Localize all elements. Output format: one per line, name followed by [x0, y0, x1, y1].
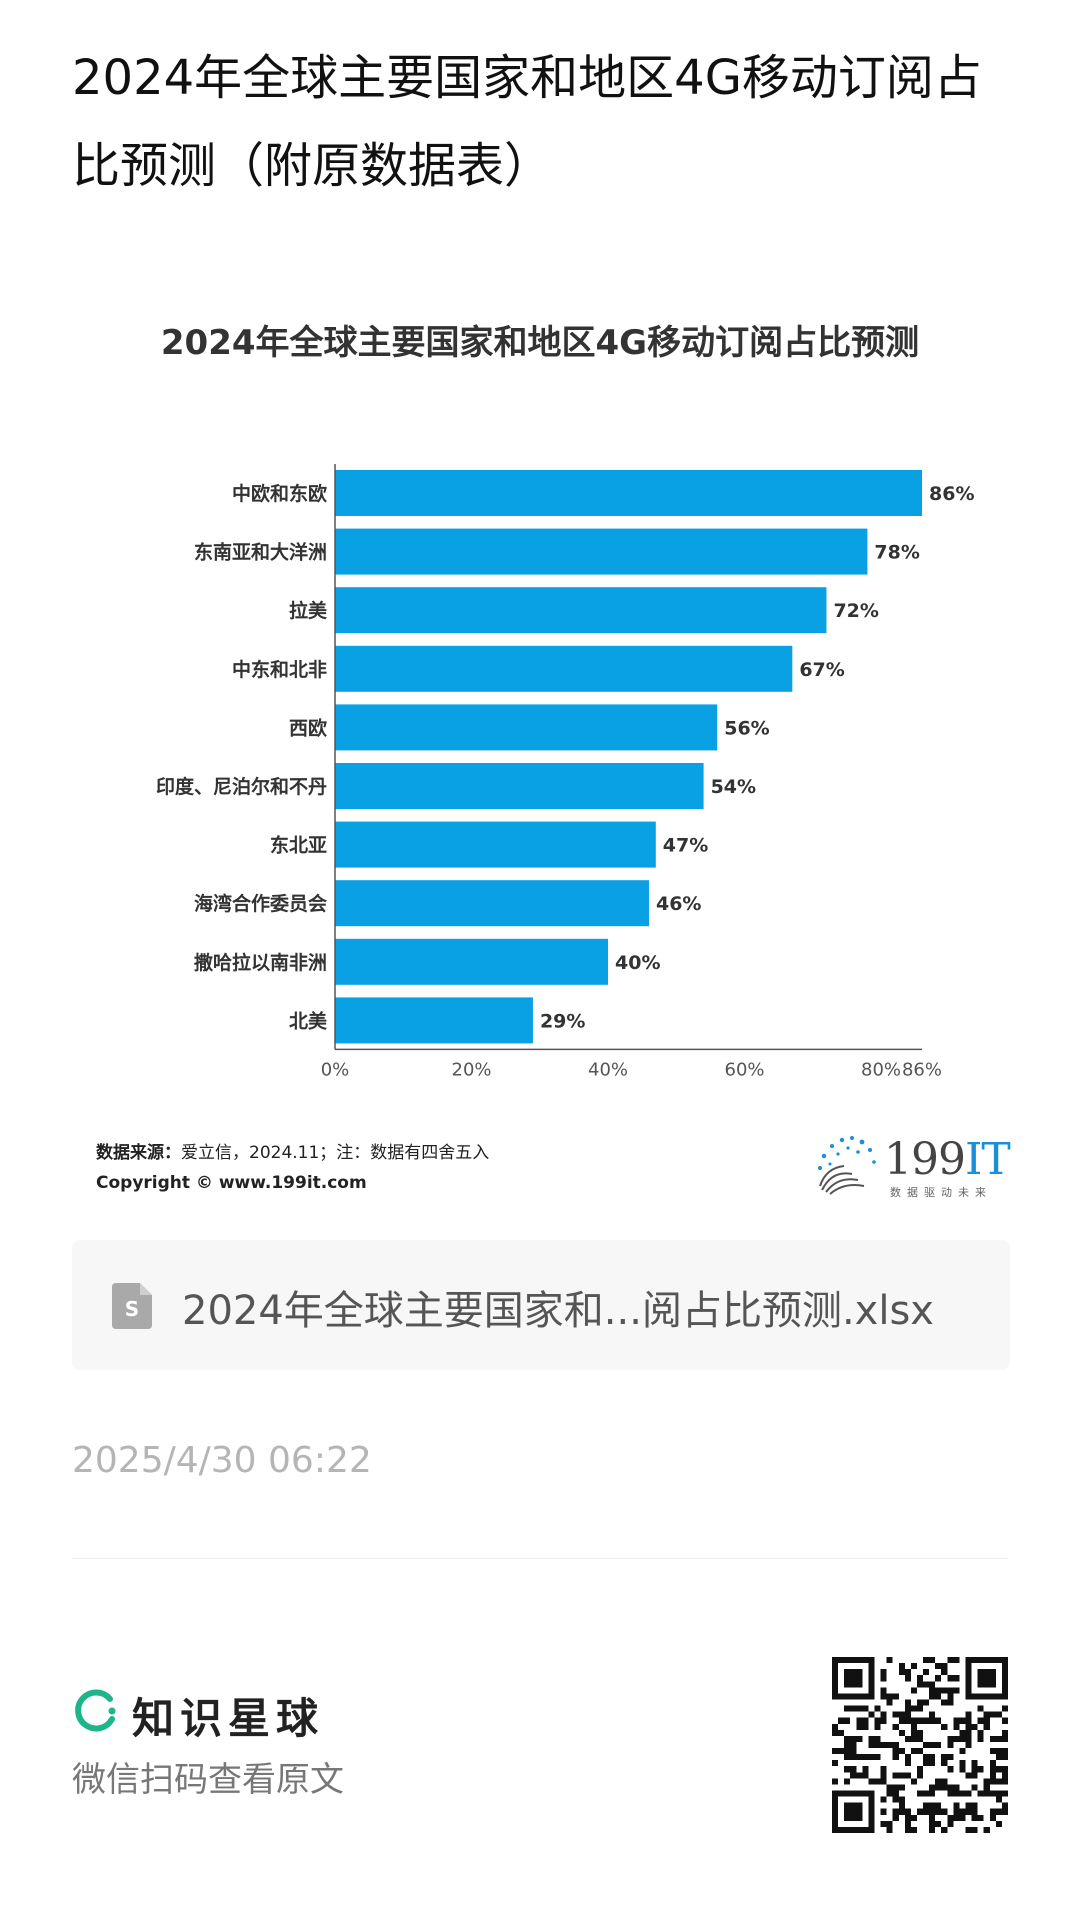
source-label: 数据来源： — [96, 1143, 181, 1163]
bar-5 — [335, 763, 704, 809]
category-label-1: 东南亚和大洋洲 — [194, 541, 327, 564]
bar-6 — [335, 821, 656, 868]
value-label-6: 47% — [663, 835, 708, 857]
value-label-3: 67% — [799, 659, 844, 681]
data-source: 数据来源：爱立信，2024.11；注：数据有四舍五入 Copyright © w… — [96, 1138, 489, 1198]
value-label-4: 56% — [724, 717, 769, 739]
chart-image: 2024年全球主要国家和地区4G移动订阅占比预测 中欧和东欧 86% 东南亚和大洋洲… — [72, 300, 1011, 1230]
category-label-6: 东北亚 — [270, 834, 327, 857]
spreadsheet-file-icon: S — [112, 1283, 152, 1329]
category-label-0: 中欧和东欧 — [232, 482, 327, 505]
logo-wordmark: 199IT — [884, 1134, 1011, 1185]
bar-7 — [335, 880, 649, 927]
copyright-text: Copyright © www.199it.com — [96, 1173, 367, 1193]
x-tick-label-0: 0% — [321, 1059, 350, 1080]
x-tick-label-3: 60% — [725, 1059, 765, 1080]
x-tick-label-2: 40% — [588, 1059, 628, 1080]
bar-4 — [335, 704, 718, 751]
section-divider — [72, 1558, 1008, 1559]
category-label-7: 海湾合作委员会 — [194, 892, 327, 915]
bar-0 — [335, 470, 922, 516]
publish-timestamp: 2025/4/30 06:22 — [72, 1440, 372, 1481]
page-title: 2024年全球主要国家和地区4G移动订阅占比预测（附原数据表） — [72, 50, 982, 194]
scan-instruction: 微信扫码查看原文 — [72, 1760, 344, 1800]
bar-1 — [335, 528, 868, 575]
zsxq-logo-icon — [75, 1689, 116, 1732]
chart-title: 2024年全球主要国家和地区4G移动订阅占比预测 — [160, 323, 920, 363]
source-text: 爱立信，2024.11；注：数据有四舍五入 — [181, 1143, 490, 1163]
value-label-2: 72% — [833, 600, 878, 622]
value-label-5: 54% — [711, 776, 756, 798]
value-label-7: 46% — [656, 893, 701, 915]
svg-text:S: S — [125, 1297, 139, 1321]
attachment-file-name: 2024年全球主要国家和...阅占比预测.xlsx — [182, 1288, 934, 1334]
category-label-8: 撒哈拉以南非洲 — [194, 951, 327, 974]
bar-3 — [335, 645, 793, 692]
qr-code-icon[interactable] — [832, 1657, 1008, 1833]
brand-name: 知识星球 — [132, 1694, 325, 1743]
value-label-8: 40% — [615, 952, 660, 974]
category-label-4: 西欧 — [289, 716, 327, 739]
bar-8 — [335, 938, 609, 985]
attachment-file-card[interactable]: S 2024年全球主要国家和...阅占比预测.xlsx — [72, 1240, 1010, 1370]
category-label-2: 拉美 — [289, 599, 328, 622]
value-label-9: 29% — [540, 1010, 585, 1032]
bar-2 — [335, 587, 827, 634]
x-tick-label-5: 86% — [902, 1059, 942, 1080]
logo-tagline: 数据驱动未来 — [890, 1186, 992, 1199]
bar-9 — [335, 997, 533, 1044]
value-label-0: 86% — [929, 483, 974, 505]
dandelion-logo-icon — [818, 1136, 876, 1195]
x-tick-label-4: 80% — [861, 1059, 901, 1080]
bar-chart: 中欧和东欧 86% 东南亚和大洋洲 78% 拉美 72% 中东和北非 67% 西欧 56% 印度、尼… — [156, 464, 974, 1080]
category-label-3: 中东和北非 — [232, 658, 327, 681]
category-label-9: 北美 — [289, 1009, 328, 1032]
value-label-1: 78% — [874, 542, 919, 564]
x-tick-label-1: 20% — [452, 1059, 492, 1080]
199it-logo: 199IT 数据驱动未来 — [812, 1130, 1011, 1200]
category-label-5: 印度、尼泊尔和不丹 — [156, 775, 327, 798]
